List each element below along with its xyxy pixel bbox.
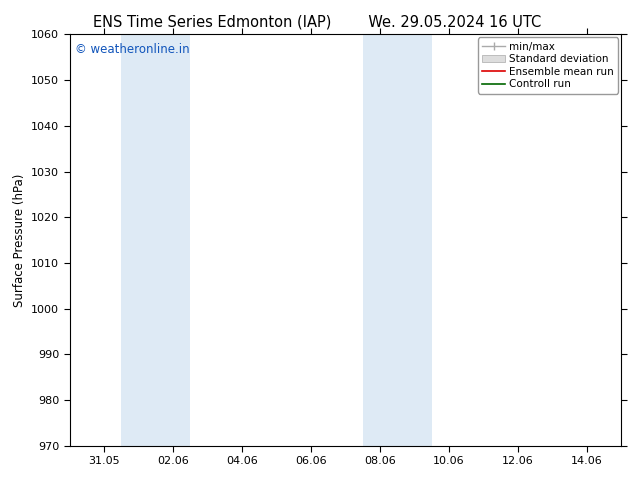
Bar	[122, 34, 190, 446]
Y-axis label: Surface Pressure (hPa): Surface Pressure (hPa)	[13, 173, 25, 307]
Text: © weatheronline.in: © weatheronline.in	[75, 43, 190, 55]
Bar	[363, 34, 432, 446]
Legend: min/max, Standard deviation, Ensemble mean run, Controll run: min/max, Standard deviation, Ensemble me…	[478, 37, 618, 94]
Text: ENS Time Series Edmonton (IAP)        We. 29.05.2024 16 UTC: ENS Time Series Edmonton (IAP) We. 29.05…	[93, 15, 541, 30]
